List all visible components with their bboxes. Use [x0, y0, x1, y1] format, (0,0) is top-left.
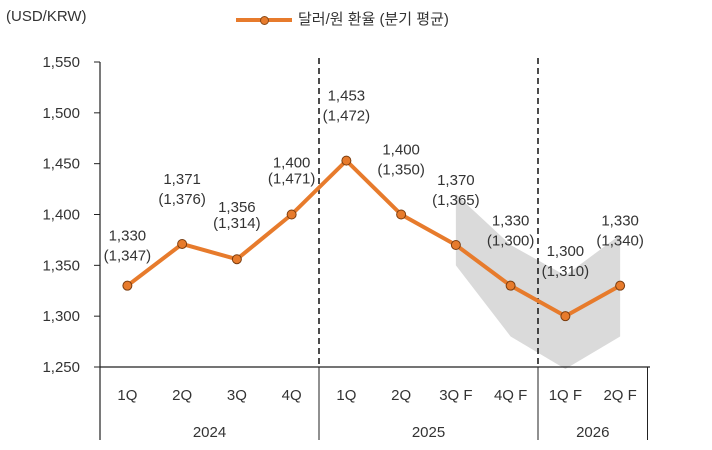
data-label: 1,370	[437, 172, 475, 189]
data-point	[177, 238, 188, 249]
data-point	[560, 311, 571, 322]
year-label: 2024	[193, 424, 226, 441]
data-sub-label: (1,376)	[158, 191, 206, 208]
unit-label: (USD/KRW)	[6, 8, 87, 25]
x-tick-label: 1Q	[336, 387, 356, 404]
series-line	[126, 158, 622, 319]
y-tick-label: 1,250	[42, 359, 80, 376]
data-label: 1,400	[273, 155, 311, 172]
legend: 달러/원 환율 (분기 평균)	[236, 8, 449, 29]
x-tick-label: 1Q	[117, 387, 137, 404]
x-tick-label: 2Q	[391, 387, 411, 404]
data-sub-label: (1,314)	[213, 215, 261, 232]
year-label: 2026	[576, 424, 609, 441]
legend-swatch	[236, 11, 292, 27]
data-label: 1,330	[492, 213, 530, 230]
y-tick-label: 1,450	[42, 156, 80, 173]
data-sub-label: (1,300)	[487, 233, 535, 250]
x-tick-label: 3Q	[227, 387, 247, 404]
data-sub-label: (1,472)	[323, 108, 371, 125]
data-point	[450, 240, 461, 250]
data-label: 1,453	[328, 88, 366, 105]
data-point	[505, 280, 516, 291]
x-tick-label: 2Q F	[603, 387, 636, 404]
data-point	[396, 209, 407, 220]
data-point	[615, 280, 626, 291]
data-sub-label: (1,365)	[432, 192, 480, 209]
x-tick-label: 2Q	[172, 387, 192, 404]
x-tick-label: 4Q F	[494, 387, 527, 404]
x-tick-label: 1Q F	[549, 387, 582, 404]
data-point	[341, 155, 352, 166]
y-tick-label: 1,300	[42, 308, 80, 325]
data-point	[122, 280, 133, 291]
x-tick-label: 4Q	[282, 387, 302, 404]
data-point	[231, 254, 242, 265]
y-tick-label: 1,350	[42, 257, 80, 274]
data-sub-label: (1,350)	[377, 162, 425, 179]
data-sub-label: (1,471)	[268, 171, 316, 188]
data-sub-label: (1,310)	[542, 263, 590, 280]
data-label: 1,330	[109, 228, 147, 245]
y-tick-label: 1,500	[42, 105, 80, 122]
data-label: 1,330	[601, 213, 639, 230]
legend-label: 달러/원 환율 (분기 평균)	[298, 11, 449, 28]
y-tick-label: 1,400	[42, 207, 80, 224]
y-tick-label: 1,550	[42, 54, 80, 71]
data-label: 1,371	[163, 171, 201, 188]
data-sub-label: (1,347)	[104, 248, 152, 265]
data-label: 1,300	[547, 243, 585, 260]
data-point	[286, 209, 297, 220]
year-label: 2025	[412, 424, 445, 441]
data-label: 1,400	[382, 142, 420, 159]
x-tick-label: 3Q F	[439, 387, 472, 404]
data-sub-label: (1,340)	[596, 233, 644, 250]
data-label: 1,356	[218, 199, 256, 216]
